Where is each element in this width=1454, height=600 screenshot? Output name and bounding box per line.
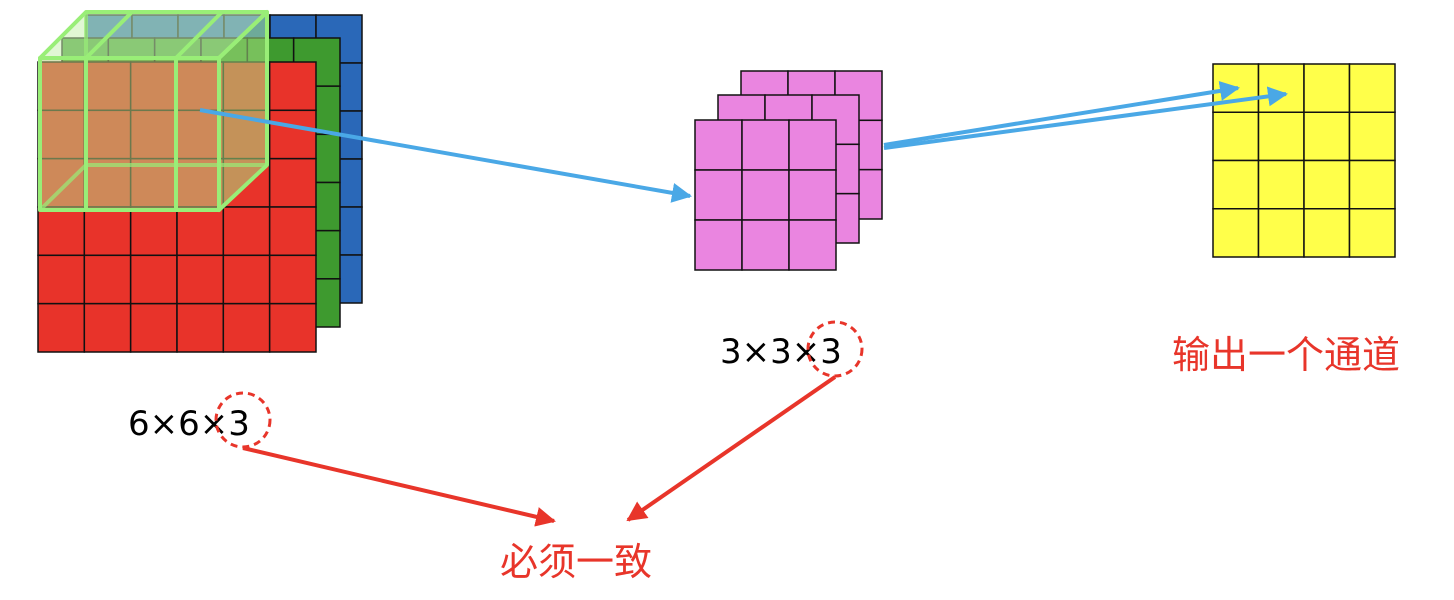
- input-red-cell: [270, 255, 316, 303]
- input-red-cell: [223, 207, 269, 255]
- input-red-cell: [131, 207, 177, 255]
- filter-front-cell: [789, 120, 836, 170]
- output-cell: [1304, 209, 1350, 257]
- output-cell: [1350, 209, 1396, 257]
- filter-layer-front: [695, 120, 836, 270]
- output-channel-grid: [1213, 64, 1395, 257]
- input-red-cell: [270, 304, 316, 352]
- output-cell: [1304, 64, 1350, 112]
- input-red-cell: [177, 255, 223, 303]
- filter-volume: [695, 71, 882, 270]
- output-cell: [1213, 209, 1259, 257]
- output-cell: [1350, 112, 1396, 160]
- input-red-cell: [131, 304, 177, 352]
- output-cell: [1350, 64, 1396, 112]
- input-red-cell: [84, 255, 130, 303]
- input-red-cell: [131, 255, 177, 303]
- input-red-cell: [270, 62, 316, 110]
- input-red-cell: [270, 110, 316, 158]
- input-red-cell: [270, 207, 316, 255]
- input-red-cell: [223, 255, 269, 303]
- window-cube-front-face: [40, 58, 219, 210]
- input-channel-arrow: [243, 448, 554, 521]
- output-cell: [1350, 161, 1396, 209]
- filter-front-cell: [695, 120, 742, 170]
- filter-channel-arrow: [628, 377, 835, 520]
- input-red-cell: [38, 255, 84, 303]
- filter-front-cell: [742, 120, 789, 170]
- input-red-cell: [177, 304, 223, 352]
- output-cell: [1259, 64, 1305, 112]
- filter-front-cell: [695, 220, 742, 270]
- filter-front-cell: [789, 220, 836, 270]
- output-cell: [1213, 112, 1259, 160]
- input-red-cell: [38, 207, 84, 255]
- input-dimension-label: 6×6×3: [128, 404, 250, 444]
- output-cell: [1259, 209, 1305, 257]
- output-channel-label: 输出一个通道: [1172, 333, 1400, 377]
- sliding-window-cube: [40, 12, 267, 210]
- filter-front-cell: [742, 220, 789, 270]
- output-cell: [1304, 112, 1350, 160]
- must-match-label: 必须一致: [500, 540, 652, 584]
- output-cell: [1259, 161, 1305, 209]
- input-red-cell: [177, 207, 223, 255]
- filter-front-cell: [789, 170, 836, 220]
- filter-dimension-label: 3×3×3: [720, 332, 842, 372]
- input-red-cell: [223, 304, 269, 352]
- output-cell: [1304, 161, 1350, 209]
- input-red-cell: [84, 304, 130, 352]
- input-red-cell: [270, 159, 316, 207]
- output-cell: [1213, 161, 1259, 209]
- filter-front-cell: [742, 170, 789, 220]
- input-red-cell: [84, 207, 130, 255]
- filter-front-cell: [695, 170, 742, 220]
- filter-to-output-arrow-1: [884, 88, 1238, 145]
- input-red-cell: [38, 304, 84, 352]
- output-cell: [1259, 112, 1305, 160]
